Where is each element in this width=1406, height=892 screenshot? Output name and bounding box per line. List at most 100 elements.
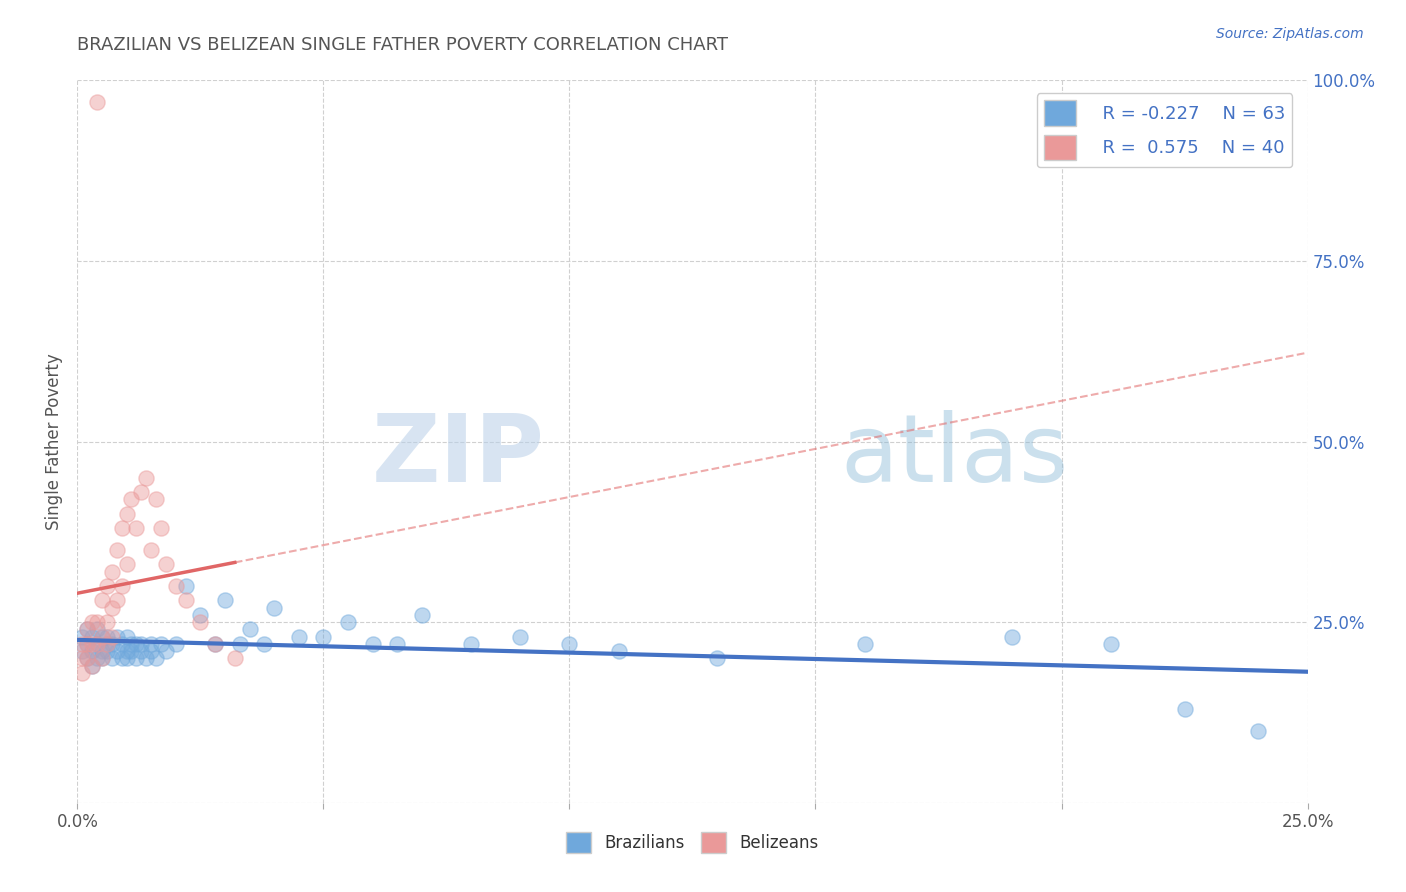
Point: [105, 630, 128, 644]
Text: Source: ZipAtlas.com: Source: ZipAtlas.com: [1216, 27, 1364, 41]
Point: [86, 615, 108, 630]
Point: [90, 630, 114, 644]
Point: [86, 623, 108, 637]
Point: [70, 637, 93, 651]
Point: [96, 630, 118, 644]
Point: [111, 637, 132, 651]
Point: [188, 607, 212, 622]
Point: [224, 651, 246, 665]
Point: [135, 651, 157, 665]
Point: [96, 637, 118, 651]
Point: [96, 637, 118, 651]
Point: [115, 651, 138, 665]
Point: [101, 651, 124, 665]
Point: [86, 637, 108, 651]
Point: [1099, 637, 1122, 651]
Point: [174, 593, 197, 607]
Point: [288, 630, 311, 644]
Point: [155, 644, 177, 658]
Point: [385, 637, 409, 651]
Point: [105, 644, 128, 658]
Point: [90, 630, 114, 644]
Point: [361, 637, 384, 651]
Point: [82, 615, 104, 630]
Point: [86, 637, 108, 651]
Point: [76, 623, 98, 637]
Point: [141, 542, 163, 557]
Point: [239, 623, 262, 637]
Point: [150, 637, 173, 651]
Point: [204, 637, 226, 651]
Point: [125, 637, 148, 651]
Point: [96, 644, 118, 658]
Point: [853, 637, 876, 651]
Point: [165, 637, 187, 651]
Point: [141, 644, 163, 658]
Point: [96, 579, 118, 593]
Point: [90, 593, 114, 607]
Point: [253, 637, 276, 651]
Point: [101, 600, 124, 615]
Legend: Brazilians, Belizeans: Brazilians, Belizeans: [560, 826, 825, 860]
Point: [121, 637, 143, 651]
Point: [145, 492, 167, 507]
Point: [150, 521, 173, 535]
Point: [70, 665, 93, 680]
Point: [76, 637, 98, 651]
Point: [96, 615, 118, 630]
Point: [111, 579, 132, 593]
Y-axis label: Single Father Poverty: Single Father Poverty: [45, 353, 63, 530]
Text: atlas: atlas: [841, 410, 1069, 502]
Point: [1001, 630, 1024, 644]
Point: [706, 651, 728, 665]
Point: [115, 558, 138, 572]
Point: [411, 607, 433, 622]
Point: [165, 579, 187, 593]
Point: [129, 485, 153, 500]
Point: [82, 644, 104, 658]
Point: [90, 651, 114, 665]
Point: [76, 623, 98, 637]
Point: [129, 644, 153, 658]
Point: [228, 637, 252, 651]
Point: [204, 637, 226, 651]
Point: [214, 593, 236, 607]
Point: [105, 542, 128, 557]
Point: [141, 637, 163, 651]
Point: [509, 630, 531, 644]
Point: [155, 558, 177, 572]
Point: [82, 637, 104, 651]
Point: [101, 565, 124, 579]
Point: [188, 615, 212, 630]
Point: [337, 615, 360, 630]
Point: [101, 630, 124, 644]
Point: [121, 492, 143, 507]
Point: [125, 651, 148, 665]
Point: [121, 644, 143, 658]
Point: [115, 644, 138, 658]
Point: [70, 644, 93, 658]
Point: [70, 651, 93, 665]
Text: BRAZILIAN VS BELIZEAN SINGLE FATHER POVERTY CORRELATION CHART: BRAZILIAN VS BELIZEAN SINGLE FATHER POVE…: [77, 36, 728, 54]
Point: [82, 658, 104, 673]
Point: [90, 644, 114, 658]
Point: [312, 630, 335, 644]
Point: [111, 651, 132, 665]
Point: [1247, 723, 1270, 738]
Point: [86, 651, 108, 665]
Point: [82, 658, 104, 673]
Point: [558, 637, 581, 651]
Point: [90, 651, 114, 665]
Point: [76, 637, 98, 651]
Point: [607, 644, 630, 658]
Point: [82, 630, 104, 644]
Point: [263, 600, 285, 615]
Point: [174, 579, 197, 593]
Point: [125, 521, 148, 535]
Point: [105, 593, 128, 607]
Point: [115, 507, 138, 521]
Point: [76, 651, 98, 665]
Text: ZIP: ZIP: [373, 410, 546, 502]
Point: [129, 637, 153, 651]
Point: [460, 637, 482, 651]
